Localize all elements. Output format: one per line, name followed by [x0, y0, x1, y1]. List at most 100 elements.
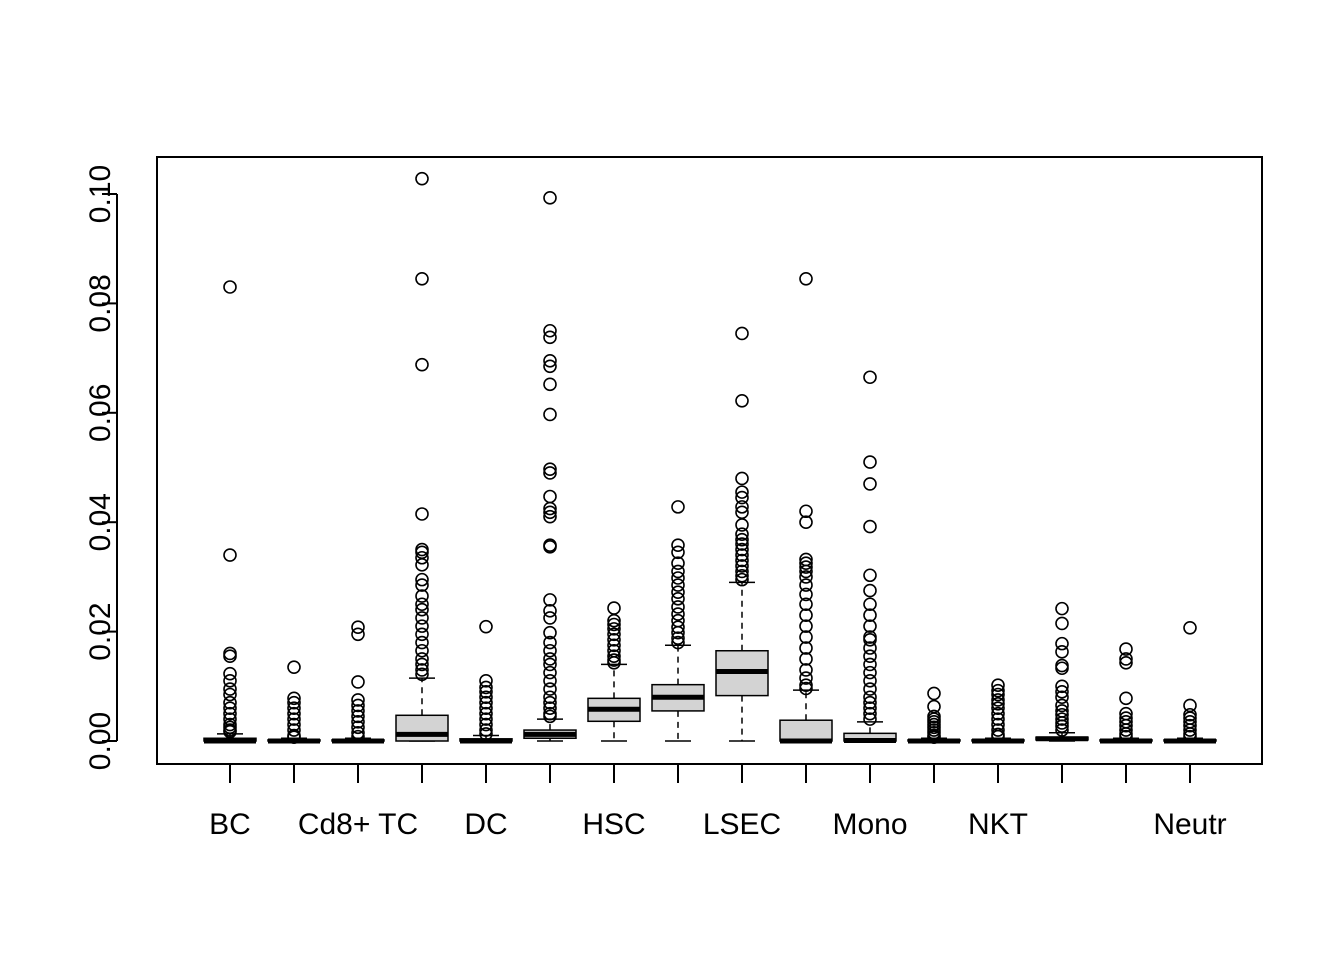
outlier-point	[287, 706, 301, 721]
x-tick-label: LSEC	[703, 808, 781, 841]
x-tick-label: DC	[464, 808, 507, 841]
box-group	[1163, 620, 1217, 744]
outlier-point	[607, 622, 621, 636]
outlier-point	[543, 505, 557, 520]
outlier-point	[1055, 636, 1069, 651]
outlier-point	[479, 701, 493, 715]
outlier-point	[607, 633, 621, 647]
outlier-point	[351, 698, 365, 713]
outlier-point	[1119, 723, 1133, 737]
outlier-point	[543, 540, 557, 554]
outlier-point	[863, 712, 877, 726]
box-group	[843, 370, 897, 743]
outlier-point	[863, 608, 877, 622]
outlier-point	[863, 568, 877, 583]
outlier-point	[415, 657, 429, 672]
y-tick-label: 0.00	[84, 712, 117, 770]
outlier-point	[415, 271, 429, 286]
outlier-point	[1055, 690, 1069, 705]
outlier-point	[1055, 719, 1069, 734]
outlier-point	[1055, 616, 1069, 631]
outlier-point	[223, 706, 237, 721]
outlier-point	[543, 323, 557, 338]
plot-frame	[156, 156, 1263, 765]
outlier-point	[607, 655, 621, 670]
outlier-point	[223, 724, 237, 739]
outlier-point	[735, 548, 749, 562]
outlier-point	[543, 466, 557, 480]
outlier-point	[415, 635, 429, 650]
outlier-point	[863, 695, 877, 710]
box-group	[459, 619, 513, 744]
outlier-point	[223, 674, 237, 688]
outlier-point	[735, 485, 749, 499]
outlier-point	[799, 652, 813, 666]
outlier-point	[863, 619, 877, 633]
outlier-point	[607, 649, 621, 664]
outlier-point	[1055, 684, 1069, 699]
outlier-point	[735, 542, 749, 557]
y-tick-label: 0.06	[84, 384, 117, 442]
box-group	[587, 601, 641, 742]
outlier-point	[671, 578, 685, 592]
outlier-point	[1119, 652, 1133, 666]
box-iqr	[395, 714, 449, 742]
outlier-point	[991, 678, 1005, 693]
outlier-point	[799, 630, 813, 644]
outlier-point	[415, 357, 429, 372]
outlier-point	[287, 723, 301, 737]
outlier-point	[799, 671, 813, 685]
x-tick-label: Cd8+ TC	[298, 808, 418, 841]
outlier-point	[1055, 661, 1069, 676]
outlier-point	[543, 709, 557, 724]
outlier-point	[671, 545, 685, 560]
outlier-point	[735, 490, 749, 505]
outlier-point	[671, 556, 685, 571]
outlier-point	[671, 500, 685, 514]
outlier-point	[863, 519, 877, 534]
outlier-point	[735, 518, 749, 532]
outlier-point	[415, 550, 429, 565]
box-group	[331, 620, 385, 744]
outlier-point	[671, 585, 685, 600]
outlier-point	[991, 693, 1005, 707]
outlier-point	[415, 602, 429, 617]
box-group	[267, 660, 321, 744]
outlier-point	[735, 537, 749, 551]
outlier-point	[799, 556, 813, 571]
outlier-point	[1119, 729, 1133, 744]
outlier-point	[671, 625, 685, 640]
outlier-point	[671, 591, 685, 606]
outlier-point	[415, 627, 429, 642]
outlier-point	[607, 613, 621, 628]
outlier-point	[607, 627, 621, 642]
y-tick-label: 0.04	[84, 493, 117, 551]
outlier-point	[1055, 698, 1069, 713]
outlier-point	[927, 730, 941, 744]
box-group	[715, 326, 769, 742]
outlier-point	[543, 377, 557, 392]
outlier-point	[863, 649, 877, 664]
outlier-point	[1055, 723, 1069, 737]
box-group	[1099, 642, 1153, 744]
outlier-point	[735, 393, 749, 408]
outlier-point	[351, 715, 365, 729]
outlier-point	[671, 571, 685, 585]
outlier-point	[223, 701, 237, 715]
outlier-point	[415, 663, 429, 677]
outlier-point	[479, 680, 493, 695]
outlier-point	[863, 701, 877, 715]
outlier-point	[671, 631, 685, 645]
outlier-point	[479, 684, 493, 699]
outlier-point	[991, 683, 1005, 698]
outlier-point	[543, 665, 557, 680]
outlier-point	[351, 725, 365, 740]
outlier-point	[735, 559, 749, 573]
outlier-point	[735, 564, 749, 579]
outlier-point	[991, 712, 1005, 726]
outlier-point	[351, 720, 365, 735]
outlier-point	[799, 608, 813, 622]
outlier-point	[863, 633, 877, 647]
outlier-point	[991, 729, 1005, 744]
